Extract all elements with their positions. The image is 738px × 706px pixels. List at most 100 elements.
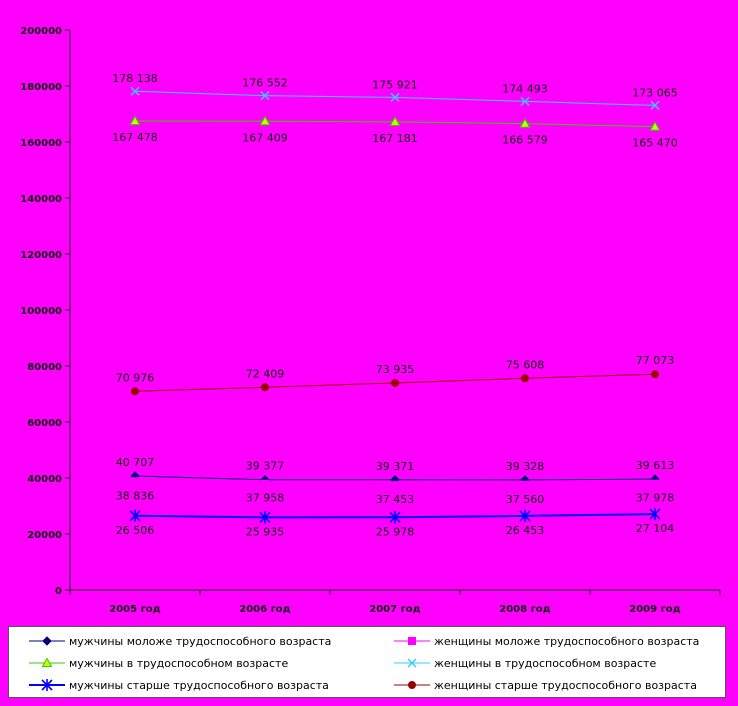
data-point-marker [391,378,399,387]
legend-swatch-marker [408,637,416,645]
chart-legend: мужчины моложе трудоспособного возраста ж… [8,626,726,698]
data-label: 166 579 [502,134,548,147]
data-point-marker [260,91,270,101]
data-label: 73 935 [376,363,415,376]
data-label: 37 560 [506,493,545,506]
data-point-marker [131,477,139,486]
data-point-marker [261,383,269,392]
data-label: 75 608 [506,358,545,371]
data-label: 77 073 [636,354,675,367]
legend-label: мужчины моложе трудоспособного возраста [69,634,332,648]
series-5: 26 506 25 935 25 978 26 453 27 104 [116,508,675,538]
legend-label: женщины в трудоспособном возрасте [434,656,657,670]
data-label: 26 506 [116,524,155,537]
legend-swatch [29,636,65,646]
legend-swatch [394,658,430,668]
x-tick-label: 2009 год [629,604,680,615]
data-label: 72 409 [246,367,285,380]
y-tick-label: 0 [55,586,62,597]
data-point-marker [650,100,660,110]
data-point-marker [651,370,659,379]
legend-label: женщины старше трудоспособного возраста [434,678,697,692]
x-tick-label: 2006 год [239,604,290,615]
legend-swatch-marker [42,636,52,646]
data-label: 39 371 [376,460,415,473]
data-label: 39 377 [246,460,285,473]
series-3: 167 478 167 409 167 181 166 579 165 470 [112,115,678,150]
data-label: 37 453 [376,493,415,506]
data-point-marker [129,509,141,522]
legend-label: мужчины в трудоспособном возрасте [69,656,289,670]
x-tick-label: 2008 год [499,604,550,615]
data-label: 70 976 [116,371,155,384]
data-point-marker [389,116,401,126]
chart-svg: 0 20000 40000 60000 80000 100000 120000 140000 1… [20,26,721,615]
data-point-marker [649,508,661,521]
data-point-marker [519,509,531,522]
data-point-marker [651,479,659,488]
data-label: 25 978 [376,525,415,538]
series-6: 70 976 72 409 73 935 75 608 77 073 [116,354,675,396]
data-point-marker [521,480,529,489]
legend-swatch [29,657,65,667]
y-tick-label: 40000 [27,474,62,485]
y-tick-label: 120000 [20,250,62,261]
data-point-marker [391,481,399,490]
data-label: 38 836 [116,489,155,502]
data-label: 26 453 [506,524,545,537]
data-label: 39 613 [636,459,675,472]
legend-item: мужчины моложе трудоспособного возраста [29,631,331,651]
series-2: 38 836 37 958 37 453 37 560 37 978 [116,477,675,506]
data-label: 40 707 [116,456,155,469]
legend-swatch-marker [407,658,417,668]
y-tick-label: 160000 [20,138,62,149]
legend-swatch [394,681,430,689]
data-point-marker [649,121,661,131]
data-point-marker [130,86,140,96]
data-label: 39 328 [506,460,545,473]
legend-item: женщины в трудоспособном возрасте [394,653,656,673]
data-point-marker [261,479,269,488]
data-label: 37 978 [636,492,675,505]
y-tick-label: 100000 [20,306,62,317]
data-point-marker [521,374,529,383]
y-tick-label: 140000 [20,194,62,205]
data-label: 165 470 [632,137,678,150]
line-chart: 0 20000 40000 60000 80000 100000 120000 140000 1… [20,26,721,615]
legend-swatch [394,637,430,645]
data-point-marker [390,92,400,102]
data-label: 25 935 [246,525,285,538]
data-label: 173 065 [632,86,678,99]
data-point-marker [259,115,271,126]
y-tick-label: 60000 [27,418,62,429]
data-label: 167 181 [372,132,418,145]
legend-swatch-marker [41,679,53,691]
legend-item: женщины старше трудоспособного возраста [394,675,697,695]
data-label: 174 493 [502,82,548,95]
y-tick-label: 80000 [27,362,62,373]
legend-swatch-marker [41,657,53,667]
x-tick-label: 2007 год [369,604,420,615]
legend-label: мужчины старше трудоспособного возраста [69,678,329,692]
y-tick-label: 200000 [20,26,62,37]
legend-item: мужчины старше трудоспособного возраста [29,675,329,695]
data-label: 167 409 [242,131,288,144]
data-label: 37 958 [246,492,285,505]
legend-swatch [29,679,65,691]
legend-swatch-marker [408,681,416,689]
data-label: 167 478 [112,131,158,144]
data-label: 27 104 [636,522,675,535]
data-label: 175 921 [372,78,418,91]
y-tick-label: 180000 [20,82,62,93]
data-point-marker [520,96,530,106]
data-point-marker [259,511,271,524]
x-tick-label: 2005 год [109,604,160,615]
series-4: 178 138 176 552 175 921 174 493 173 065 [112,72,678,110]
y-tick-label: 20000 [27,530,62,541]
legend-item: мужчины в трудоспособном возрасте [29,653,288,673]
data-point-marker [129,115,141,126]
data-label: 176 552 [242,77,288,90]
data-point-marker [131,387,139,396]
data-point-marker [519,118,531,128]
legend-item: женщины моложе трудоспособного возраста [394,631,699,651]
